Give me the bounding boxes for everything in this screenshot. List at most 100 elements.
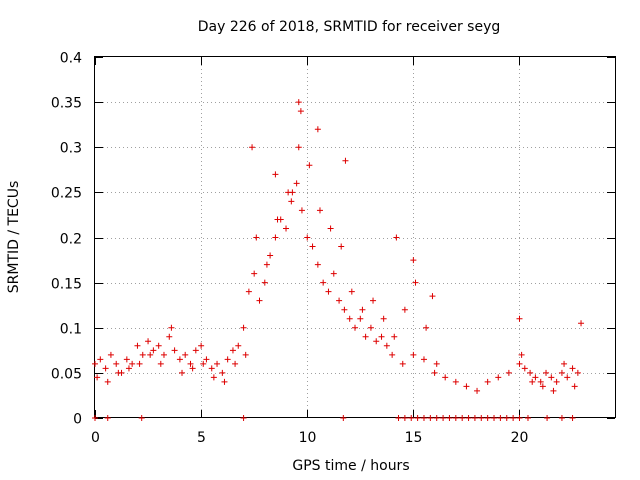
data-point xyxy=(484,415,491,421)
data-point xyxy=(309,243,316,250)
data-point xyxy=(474,387,481,394)
data-point xyxy=(503,415,510,421)
data-point xyxy=(342,157,349,164)
data-point xyxy=(410,351,417,358)
data-point xyxy=(192,347,199,354)
data-point xyxy=(433,415,440,421)
data-point xyxy=(289,189,296,196)
data-point xyxy=(293,180,300,187)
y-tick-label: 0.2 xyxy=(60,232,82,248)
data-point xyxy=(578,320,585,327)
data-point xyxy=(272,171,279,178)
data-point xyxy=(138,415,145,421)
data-point xyxy=(423,324,430,331)
data-points xyxy=(92,99,585,421)
data-point xyxy=(104,378,111,385)
data-point xyxy=(330,270,337,277)
data-point xyxy=(145,338,152,345)
data-point xyxy=(129,360,136,367)
data-point xyxy=(168,324,175,331)
data-point xyxy=(558,369,565,376)
data-point xyxy=(97,356,104,363)
chart-title: Day 226 of 2018, SRMTID for receiver sey… xyxy=(198,19,501,35)
data-point xyxy=(314,261,321,268)
data-point xyxy=(139,351,146,358)
data-point xyxy=(150,347,157,354)
data-point xyxy=(539,383,546,390)
data-point xyxy=(176,356,183,363)
data-point xyxy=(527,369,534,376)
data-point xyxy=(378,333,385,340)
data-point xyxy=(471,415,478,421)
x-tick-label: 10 xyxy=(299,430,317,446)
data-point xyxy=(134,342,141,349)
data-point xyxy=(516,415,523,421)
data-point xyxy=(249,144,256,151)
data-point xyxy=(420,415,427,421)
data-point xyxy=(395,415,402,421)
data-point xyxy=(505,369,512,376)
y-tick-label: 0.15 xyxy=(51,277,82,293)
data-point xyxy=(263,261,270,268)
data-point xyxy=(389,351,396,358)
data-point xyxy=(320,279,327,286)
data-point xyxy=(253,234,260,241)
data-point xyxy=(187,360,194,367)
data-point xyxy=(433,360,440,367)
data-point xyxy=(571,383,578,390)
data-point xyxy=(352,324,358,331)
data-point xyxy=(529,378,536,385)
data-point xyxy=(219,369,226,376)
data-point xyxy=(574,369,581,376)
data-point xyxy=(200,360,207,367)
data-point xyxy=(341,306,348,313)
data-point xyxy=(446,415,453,421)
data-point xyxy=(274,216,281,223)
data-point xyxy=(171,347,178,354)
data-point xyxy=(113,360,120,367)
data-point xyxy=(497,415,504,421)
data-point xyxy=(232,360,239,367)
data-point xyxy=(240,415,247,421)
data-point xyxy=(179,369,186,376)
data-point xyxy=(283,225,290,232)
data-point xyxy=(261,279,268,286)
data-point xyxy=(452,378,459,385)
data-point xyxy=(569,415,576,421)
y-axis-label: SRMTID / TECUs xyxy=(6,181,22,294)
data-point xyxy=(155,342,162,349)
data-point xyxy=(336,297,343,304)
data-point xyxy=(537,378,544,385)
data-point xyxy=(401,306,408,313)
y-tick-label: 0.05 xyxy=(51,367,82,383)
data-point xyxy=(229,347,236,354)
data-point xyxy=(340,415,347,421)
data-point xyxy=(242,351,249,358)
data-point xyxy=(338,243,345,250)
data-point xyxy=(94,374,101,381)
data-point xyxy=(553,378,560,385)
data-point xyxy=(431,369,438,376)
data-point xyxy=(412,279,419,286)
data-point xyxy=(521,365,528,372)
data-point xyxy=(391,333,398,340)
data-point xyxy=(224,356,231,363)
x-axis-label: GPS time / hours xyxy=(292,458,409,474)
data-point xyxy=(440,415,447,421)
data-point xyxy=(125,365,132,372)
data-point xyxy=(298,207,305,214)
data-point xyxy=(370,297,377,304)
data-point xyxy=(510,415,517,421)
data-point xyxy=(367,324,374,331)
data-point xyxy=(348,288,355,295)
data-point xyxy=(414,415,421,421)
data-point xyxy=(558,415,565,421)
data-point xyxy=(357,315,364,322)
data-point xyxy=(245,288,252,295)
y-tick-label: 0.4 xyxy=(60,51,82,67)
data-point xyxy=(240,324,247,331)
data-point xyxy=(295,99,302,106)
data-point xyxy=(136,360,143,367)
data-point xyxy=(543,369,550,376)
